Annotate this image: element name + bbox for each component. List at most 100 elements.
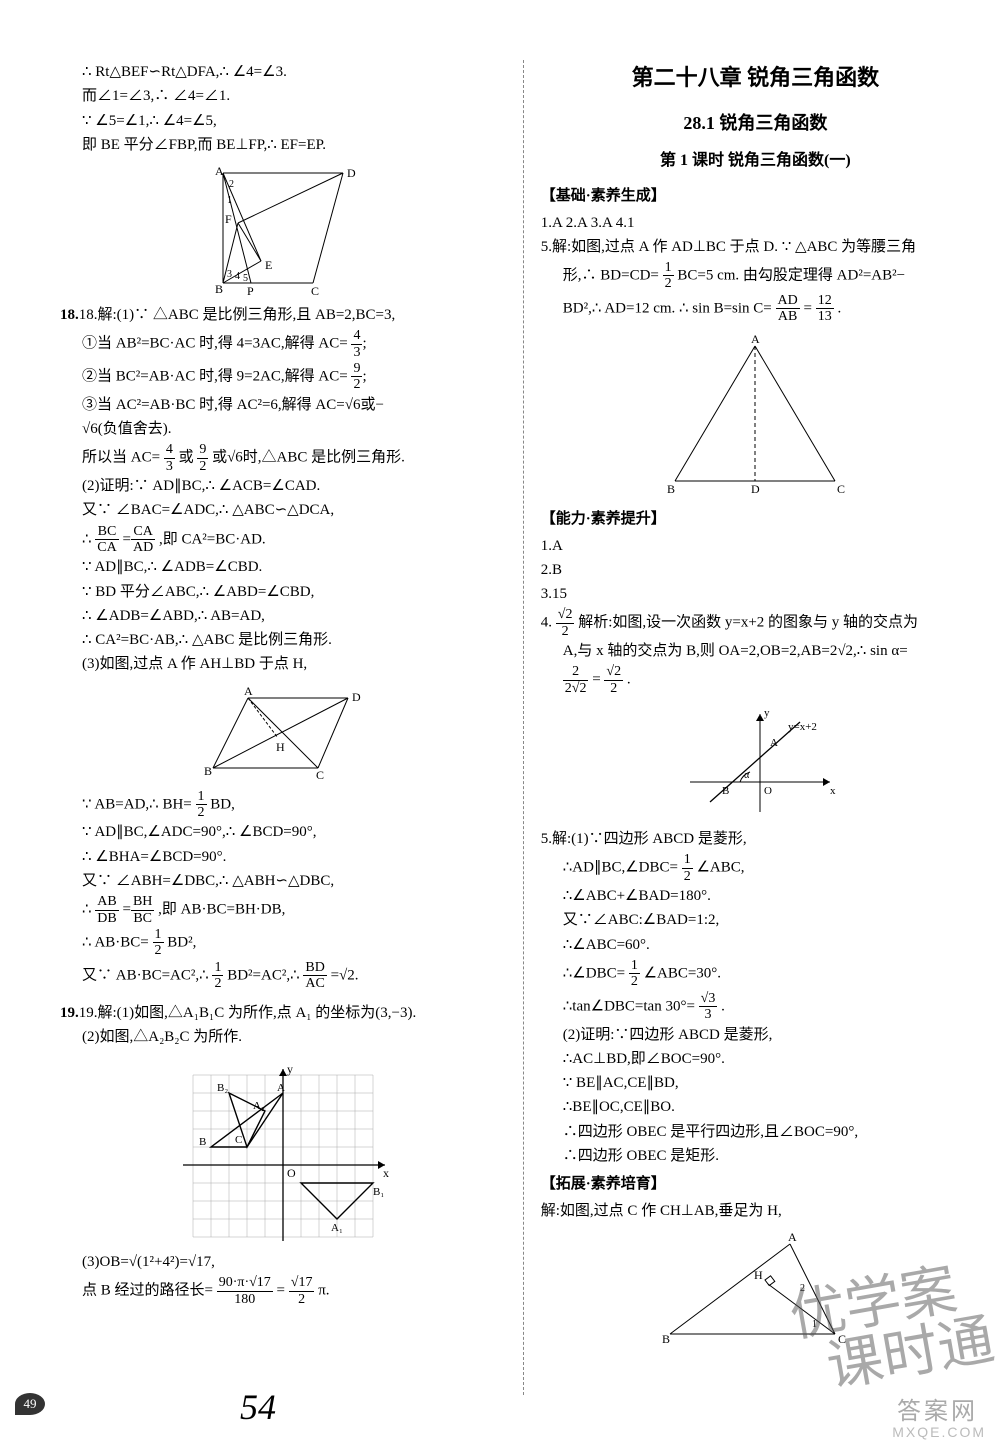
text: 又∵ AB·BC=AC²,∴: [82, 967, 212, 983]
svg-text:D: D: [751, 482, 760, 496]
svg-text:C: C: [311, 284, 319, 298]
text: 或√6时,△ABC 是比例三角形.: [212, 450, 405, 466]
text: .: [627, 672, 631, 688]
frac-d: 3: [164, 459, 175, 474]
frac-n: BD: [303, 960, 326, 976]
line: ∴AD∥BC,∠DBC= 12 ∠ABC,: [541, 852, 970, 884]
svg-text:A₂: A₂: [253, 1100, 265, 1112]
text: BD²,∴ AD=12 cm. ∴ sin B=sin C=: [563, 300, 772, 316]
line: (2)证明:∵ AD∥BC,∴ ∠ACB=∠CAD.: [60, 475, 507, 498]
line: ∴ CA²=BC·AB,∴ △ABC 是比例三角形.: [60, 629, 507, 652]
line: ∴∠DBC= 12 ∠ABC=30°.: [541, 958, 970, 990]
frac-n: 9: [351, 361, 362, 377]
svg-text:2: 2: [229, 179, 234, 190]
line: 即 BE 平分∠FBP,而 BE⊥FP,∴ EF=EP.: [60, 134, 507, 157]
text: 所以当 AC=: [82, 450, 160, 466]
frac-d: CA: [95, 540, 118, 555]
line: 5.解:(1)∵四边形 ABCD 是菱形,: [541, 828, 970, 851]
line: 解:如图,过点 C 作 CH⊥AB,垂足为 H,: [541, 1200, 970, 1223]
right-column: 第二十八章 锐角三角函数 28.1 锐角三角函数 第 1 课时 锐角三角函数(一…: [541, 60, 970, 1395]
frac-n: 4: [164, 442, 175, 458]
text: ∠ABC=30°.: [644, 965, 722, 981]
frac-n: 9: [197, 442, 208, 458]
line: (2)如图,△A₂B₂C 为所作.: [60, 1026, 507, 1049]
svg-text:3: 3: [227, 269, 232, 280]
line: √6(负值舍去).: [60, 418, 507, 441]
line: (3)OB=√(1²+4²)=√17,: [60, 1251, 507, 1274]
text: ∵ AB=AD,∴ BH=: [82, 796, 192, 812]
svg-text:F: F: [225, 212, 232, 226]
svg-text:C: C: [235, 1134, 242, 1146]
line: ∴ ABDB =BHBC ,即 AB·BC=BH·DB,: [60, 894, 507, 926]
frac-n: AB: [95, 894, 118, 910]
frac-n: 12: [816, 293, 834, 309]
frac-d: AD: [131, 540, 155, 555]
frac-d: 2: [629, 974, 640, 989]
frac-n: 1: [663, 260, 674, 276]
text: ②当 BC²=AB·AC 时,得 9=2AC,解得 AC=: [82, 368, 348, 384]
lesson-title: 第 1 课时 锐角三角函数(一): [541, 148, 970, 174]
svg-text:H: H: [754, 1268, 763, 1282]
line: 2.B: [541, 559, 970, 582]
text: ∴ AB·BC=: [82, 934, 149, 950]
frac-n: BH: [131, 894, 154, 910]
svg-text:2: 2: [800, 1283, 805, 1294]
line: 所以当 AC= 43 或 92 或√6时,△ABC 是比例三角形.: [60, 442, 507, 474]
svg-text:B: B: [662, 1332, 670, 1346]
frac-n: 90·π·√17: [217, 1275, 273, 1291]
frac-d: 2: [556, 624, 575, 639]
line: ∴tan∠DBC=tan 30°= √33 .: [541, 991, 970, 1023]
text: =: [803, 300, 811, 316]
frac-d: 2: [351, 377, 362, 392]
section-head: 【能力·素养提升】: [541, 507, 970, 531]
text: ∴∠DBC=: [563, 965, 625, 981]
line: ∴四边形 OBEC 是矩形.: [541, 1145, 970, 1168]
frac-d: 2: [197, 459, 208, 474]
section-title: 28.1 锐角三角函数: [541, 109, 970, 138]
frac-d: 2: [663, 276, 674, 291]
frac-n: 1: [682, 852, 693, 868]
text: 或: [179, 450, 194, 466]
line: 1.A: [541, 535, 970, 558]
text: ①当 AB²=BC·AC 时,得 4=3AC,解得 AC=: [82, 336, 348, 352]
frac-d: 3: [699, 1007, 718, 1022]
svg-text:α: α: [744, 770, 750, 781]
text: ∴AD∥BC,∠DBC=: [563, 860, 678, 876]
frac-d: 2: [682, 869, 693, 884]
diagram-quad-1: A D B C P E F 2 1 3 4 5: [193, 163, 373, 298]
frac-d: DB: [95, 911, 118, 926]
text: π.: [318, 1283, 329, 1299]
text: ∠ABC,: [696, 860, 744, 876]
svg-text:H: H: [276, 740, 285, 754]
frac-n: √2: [604, 664, 623, 680]
svg-text:B: B: [667, 482, 675, 496]
line: 又∵ AB·BC=AC²,∴ 12 BD²=AC²,∴ BDAC =√2.: [60, 960, 507, 992]
frac-d: 180: [217, 1292, 273, 1307]
text: 4.: [541, 615, 552, 631]
text: ∴tan∠DBC=tan 30°=: [563, 998, 695, 1014]
svg-text:4: 4: [235, 271, 240, 282]
frac-n: 2: [563, 664, 589, 680]
line: ∴ ∠ADB=∠ABD,∴ AB=AD,: [60, 605, 507, 628]
text: 19.解:(1)如图,△A₁B₁C 为所作,点 A₁ 的坐标为(3,−3).: [79, 1005, 416, 1021]
frac-n: √17: [289, 1275, 315, 1291]
svg-text:B: B: [722, 785, 729, 797]
column-divider: [523, 60, 525, 1395]
text: .: [837, 300, 841, 316]
svg-text:A: A: [751, 332, 760, 346]
svg-text:B: B: [199, 1136, 206, 1148]
section-head: 【基础·素养生成】: [541, 184, 970, 208]
q19-head: 19.19.解:(1)如图,△A₁B₁C 为所作,点 A₁ 的坐标为(3,−3)…: [60, 1002, 507, 1025]
text: 解析:如图,设一次函数 y=x+2 的图象与 y 轴的交点为: [578, 615, 918, 631]
frac-d: 13: [816, 309, 834, 324]
text: BD,: [210, 796, 235, 812]
section-head: 【拓展·素养培育】: [541, 1172, 970, 1196]
frac-d: 2: [212, 976, 223, 991]
text: 点 B 经过的路径长=: [82, 1283, 213, 1299]
frac-d: BC: [131, 911, 154, 926]
diagram-isoceles: A B C D: [655, 331, 855, 501]
line: 又∵ ∠ABH=∠DBC,∴ △ABH∽△DBC,: [60, 870, 507, 893]
text: =√2.: [331, 967, 359, 983]
line: ∴ Rt△BEF∽Rt△DFA,∴ ∠4=∠3.: [60, 61, 507, 84]
line: ③当 AC²=AB·BC 时,得 AC²=6,解得 AC=√6或−: [60, 394, 507, 417]
